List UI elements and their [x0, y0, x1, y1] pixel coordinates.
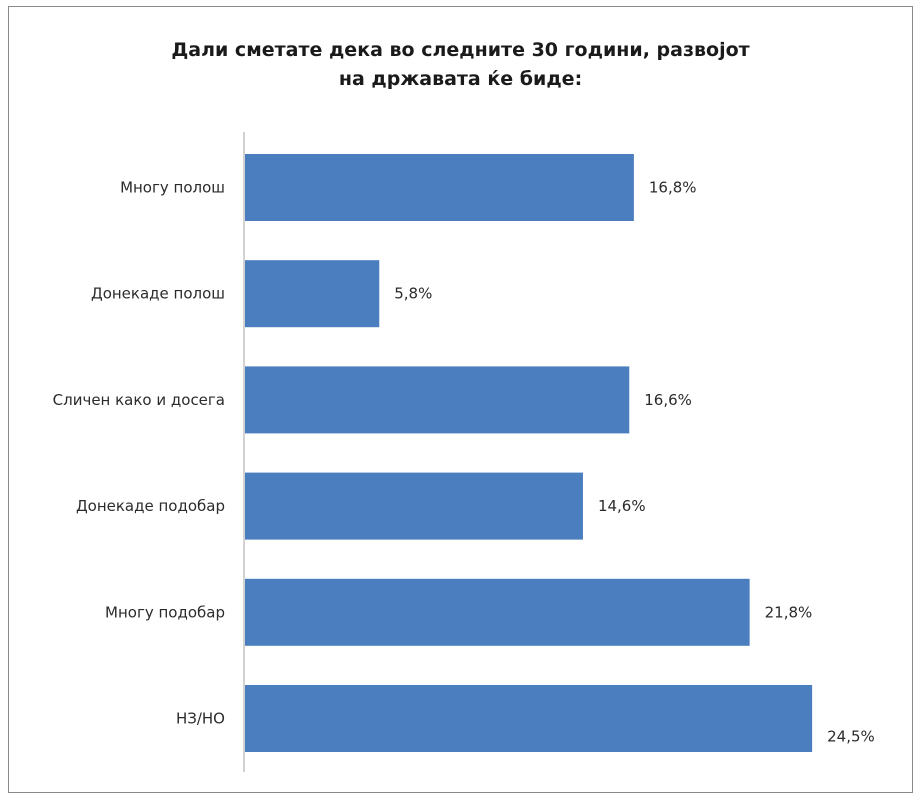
bar-2	[245, 260, 380, 328]
value-label: 24,5%	[827, 728, 875, 746]
bar-4	[245, 472, 583, 540]
category-label: Многу подобар	[105, 603, 225, 621]
value-label: 16,8%	[649, 179, 697, 197]
bar-5	[245, 578, 750, 646]
chart-title: Дали сметате дека во следните 30 години,…	[171, 39, 750, 90]
category-label: НЗ/НО	[176, 710, 225, 728]
category-label: Донекаде подобар	[76, 497, 225, 515]
bar-6	[245, 685, 813, 752]
bar-1	[245, 154, 634, 221]
bar-3	[245, 366, 630, 434]
category-label: Сличен како и досега	[53, 391, 225, 409]
category-label: Многу полош	[120, 179, 225, 197]
category-label: Донекаде полош	[91, 285, 225, 303]
value-label: 14,6%	[598, 497, 646, 515]
value-label: 16,6%	[644, 391, 692, 409]
value-label: 21,8%	[765, 603, 813, 621]
value-label: 5,8%	[394, 285, 432, 303]
